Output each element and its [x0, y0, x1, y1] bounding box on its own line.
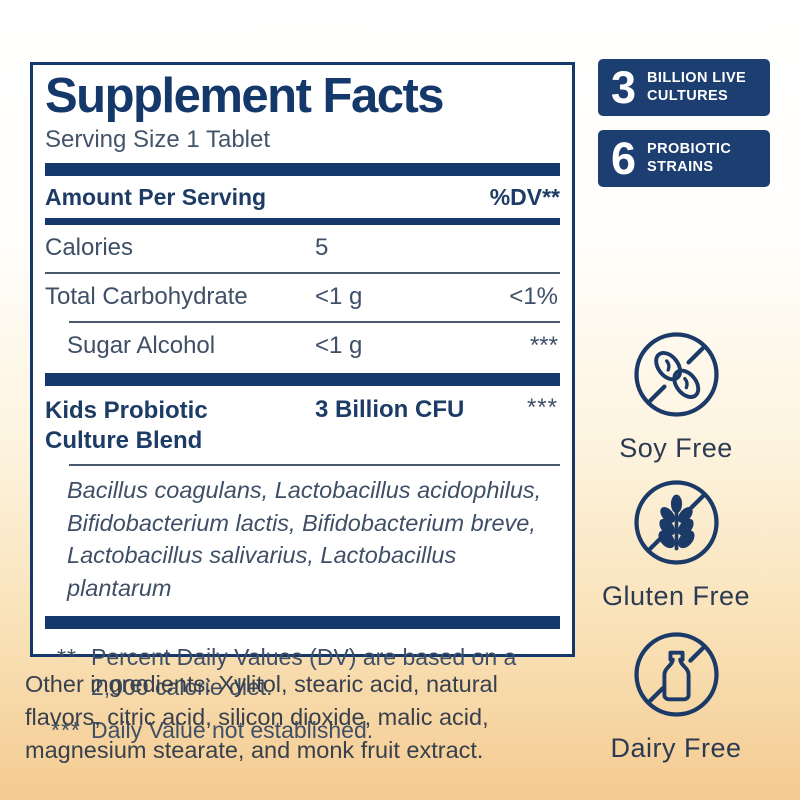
blend-dv: *** — [526, 394, 558, 422]
amount-per-serving-header: Amount Per Serving — [45, 184, 267, 211]
claim-gluten-free: Gluten Free — [594, 476, 758, 612]
thick-divider — [45, 373, 560, 387]
thick-divider — [45, 163, 560, 177]
nutrient-name: Calories — [45, 234, 134, 262]
nutrient-dv: *** — [529, 332, 558, 360]
footnote-dv: ** Percent Daily Values (DV) are based o… — [45, 643, 560, 703]
thick-divider — [45, 616, 560, 630]
other-ingredients: Other ingredients: Xylitol, stearic acid… — [25, 671, 498, 763]
footnote-text: Percent Daily Values (DV) are based on a… — [91, 644, 517, 701]
claim-label: Dairy Free — [610, 733, 742, 763]
claim-label: Soy Free — [619, 433, 733, 463]
blend-amount: 3 Billion CFU — [315, 396, 465, 424]
badge-label: PROBIOTIC STRAINS — [647, 141, 731, 175]
serving-size: Serving Size 1 Tablet — [45, 126, 271, 154]
badge-number: 6 — [611, 133, 637, 184]
badge-number: 3 — [611, 62, 637, 113]
row-divider-indented — [69, 464, 560, 467]
blend-name: Kids Probiotic Culture Blend — [45, 397, 208, 455]
footnote-not-established: *** Daily Value not established. — [45, 716, 560, 746]
badge-probiotic-strains: 6 PROBIOTIC STRAINS — [598, 130, 770, 187]
probiotic-blend-row: Kids Probiotic Culture Blend 3 Billion C… — [45, 386, 560, 464]
gluten-free-icon — [594, 476, 758, 569]
nutrient-name: Total Carbohydrate — [45, 283, 248, 311]
nutrient-name: Sugar Alcohol — [67, 332, 216, 360]
badge-label-line1: BILLION LIVE — [647, 70, 747, 87]
footnote-text: Daily Value not established. — [91, 716, 374, 743]
footnote-marker: ** — [57, 644, 77, 671]
supplement-facts-panel: Supplement Facts Serving Size 1 Tablet A… — [30, 62, 575, 743]
table-row: Total Carbohydrate <1 g <1% — [45, 274, 560, 321]
row-divider — [45, 272, 560, 275]
footnotes: ** Percent Daily Values (DV) are based o… — [45, 629, 560, 746]
strain-list: Bacillus coagulans, Lactobacillus acidop… — [67, 477, 542, 601]
soy-free-icon — [594, 328, 758, 421]
table-row: Calories 5 — [45, 225, 560, 272]
table-header: Amount Per Serving %DV** — [45, 176, 560, 218]
badge-label-line2: CULTURES — [647, 87, 729, 104]
dv-header: %DV** — [489, 184, 560, 211]
badge-label: BILLION LIVE CULTURES — [647, 70, 746, 104]
table-row: Sugar Alcohol <1 g *** — [45, 323, 560, 370]
badge-label-line2: STRAINS — [647, 158, 714, 175]
panel-title: Supplement Facts — [45, 69, 445, 123]
claim-dairy-free: Dairy Free — [594, 628, 758, 764]
dairy-free-icon — [594, 628, 758, 721]
nutrient-dv: <1% — [509, 283, 558, 311]
medium-divider — [45, 218, 560, 226]
claim-soy-free: Soy Free — [594, 328, 758, 464]
badge-label-line1: PROBIOTIC — [647, 141, 732, 158]
nutrient-amount: 5 — [315, 234, 329, 262]
badge-live-cultures: 3 BILLION LIVE CULTURES — [598, 59, 770, 116]
footnote-marker: *** — [51, 716, 81, 743]
claim-label: Gluten Free — [601, 581, 751, 611]
nutrient-amount: <1 g — [315, 283, 363, 311]
row-divider-indented — [69, 321, 560, 324]
nutrient-amount: <1 g — [315, 332, 363, 360]
